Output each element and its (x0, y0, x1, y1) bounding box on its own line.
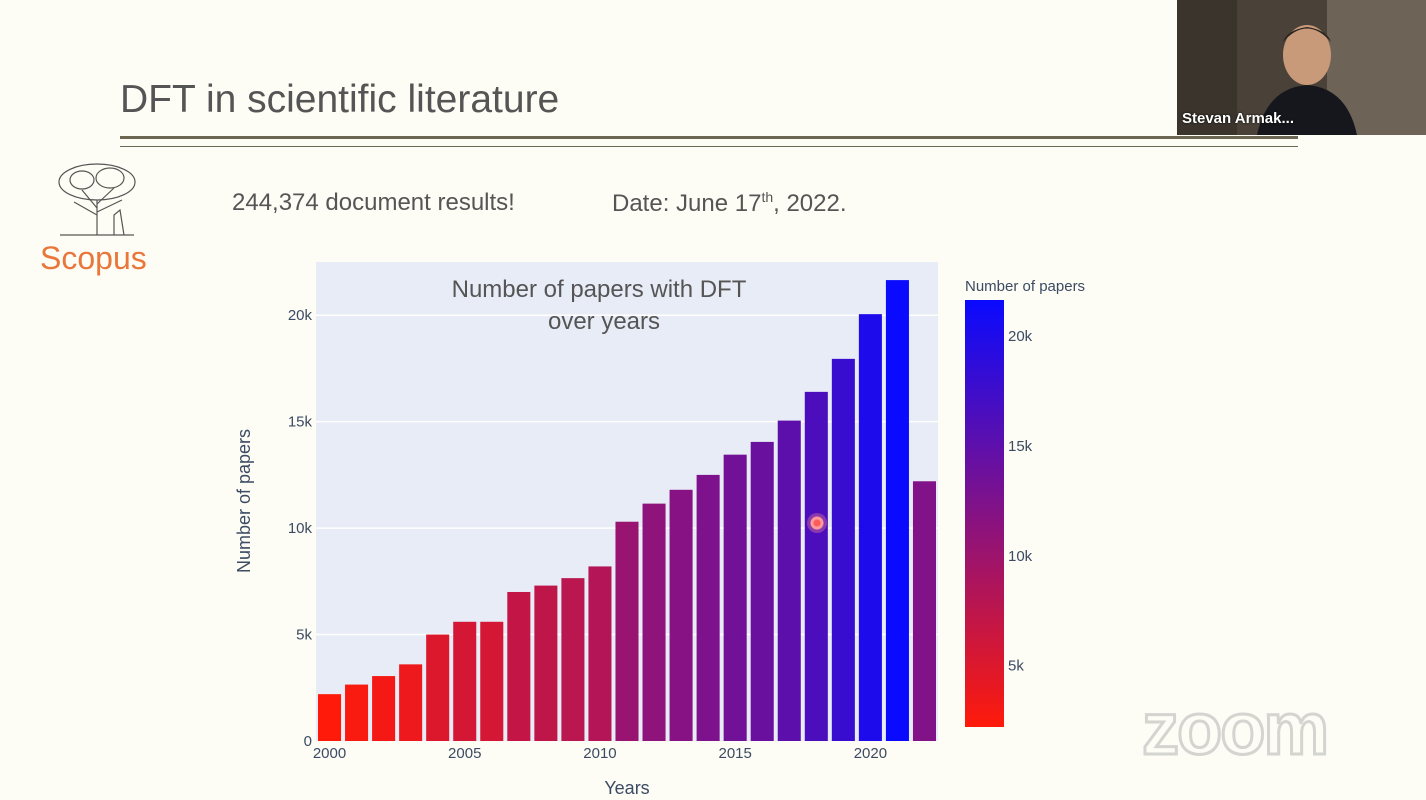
scopus-logo-text: Scopus (40, 240, 147, 276)
bar-2007 (507, 591, 531, 741)
date-prefix: Date: June 17 (612, 190, 762, 217)
participant-name: Stevan Armak... (1182, 110, 1294, 127)
colorbar-title: Number of papers (965, 278, 1085, 295)
x-tick-label: 2020 (854, 745, 887, 762)
bar-2011 (615, 521, 639, 741)
y-tick-label: 20k (288, 307, 313, 324)
participant-video-icon (1177, 0, 1426, 135)
bar-2020 (858, 314, 882, 741)
y-tick-label: 15k (288, 414, 313, 431)
bar-2000 (318, 694, 342, 741)
bar-2014 (696, 474, 720, 741)
colorbar-tick-label: 15k (1008, 438, 1033, 455)
title-divider-thick (120, 136, 1298, 139)
y-tick-label: 10k (288, 520, 313, 537)
date-text: Date: June 17th, 2022. (612, 189, 847, 218)
colorbar-tick-label: 10k (1008, 548, 1033, 565)
bar-2009 (561, 578, 585, 741)
x-axis-label: Years (604, 778, 649, 798)
zoom-watermark-logo: zoom (1140, 686, 1330, 772)
title-divider-thin (120, 146, 1298, 147)
chart-title-line-1: Number of papers with DFT (452, 276, 747, 303)
bar-2006 (480, 621, 504, 741)
bar-2005 (453, 621, 477, 741)
bar-2010 (588, 566, 612, 741)
bar-2013 (669, 489, 693, 741)
bar-2016 (750, 441, 774, 741)
x-tick-label: 2010 (583, 745, 616, 762)
x-tick-label: 2005 (448, 745, 481, 762)
bar-2012 (642, 503, 666, 741)
bar-2008 (534, 585, 558, 741)
colorbar-tick-label: 5k (1008, 658, 1024, 675)
slide-title: DFT in scientific literature (120, 78, 560, 121)
colorbar-tick-label: 20k (1008, 328, 1033, 345)
colorbar (965, 300, 1004, 727)
bar-2021 (885, 280, 909, 741)
bar-2022 (912, 481, 936, 741)
scopus-tree-logo-icon (58, 163, 136, 236)
bar-2019 (831, 358, 855, 741)
document-results-text: 244,374 document results! (232, 189, 515, 216)
bar-2001 (345, 684, 369, 741)
date-superscript: th (761, 189, 774, 205)
bar-2018 (804, 391, 828, 741)
y-axis-label: Number of papers (234, 429, 254, 573)
x-tick-label: 2000 (313, 745, 346, 762)
pointer-indicator (807, 513, 827, 533)
chart-title-line-2: over years (548, 308, 660, 335)
bar-2002 (372, 676, 396, 741)
y-tick-label: 0 (304, 733, 312, 750)
bar-2015 (723, 454, 747, 741)
bar-2003 (399, 664, 423, 741)
bar-2017 (777, 420, 801, 741)
bar-2004 (426, 634, 450, 741)
date-suffix: , 2022. (773, 190, 847, 217)
x-tick-label: 2015 (718, 745, 751, 762)
participant-video-tile[interactable]: Stevan Armak... (1177, 0, 1426, 135)
y-tick-label: 5k (296, 627, 312, 644)
